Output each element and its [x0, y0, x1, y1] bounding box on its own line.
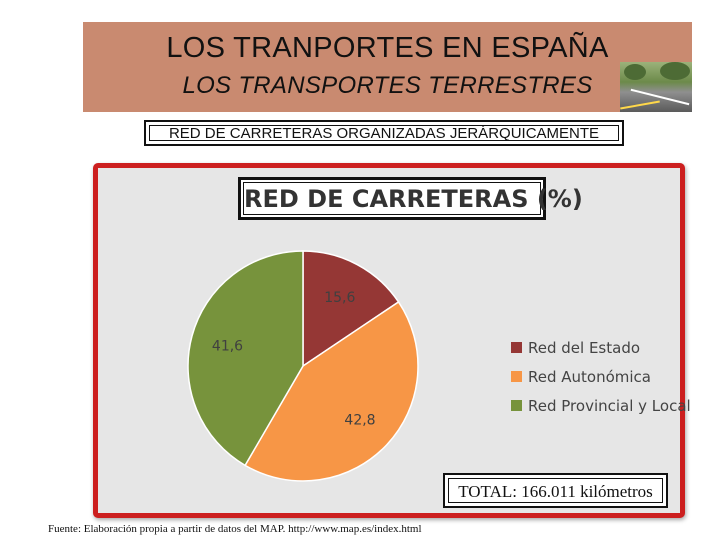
legend-swatch: [511, 371, 522, 382]
photo-tree: [660, 62, 690, 80]
page-subtitle: LOS TRANSPORTES TERRESTRES: [182, 72, 593, 99]
chart-frame: RED DE CARRETERAS (%) 15,6 42,8 41,6 Red d…: [93, 163, 691, 518]
legend-label: Red Provincial y Local: [528, 396, 691, 415]
pie-data-label: 41,6: [212, 339, 243, 355]
legend-label: Red Autonómica: [528, 367, 651, 386]
page-title: LOS TRANPORTES EN ESPAÑA: [166, 32, 609, 64]
chart-title-box: RED DE CARRETERAS (%): [238, 177, 583, 220]
total-text: TOTAL: 166.011 kilómetros: [448, 478, 663, 503]
pie-data-label: 42,8: [344, 413, 375, 429]
photo-tree: [624, 64, 646, 80]
caption-box: RED DE CARRETERAS ORGANIZADAS JERÁRQUICA…: [144, 120, 624, 146]
legend-swatch: [511, 342, 522, 353]
pie-chart: 15,6 42,8 41,6: [187, 250, 419, 482]
chart-legend: Red del Estado Red Autonómica Red Provinci…: [511, 333, 691, 420]
legend-item: Red Autonómica: [511, 362, 691, 391]
photo-sign: [620, 100, 660, 110]
pie-slice: [302, 250, 400, 368]
header-banner: LOS TRANPORTES EN ESPAÑA LOS TRANSPORTES…: [83, 22, 692, 112]
pie-slice: [187, 250, 304, 467]
photo-lane-line: [630, 88, 690, 106]
caption-text: RED DE CARRETERAS ORGANIZADAS JERÁRQUICA…: [149, 125, 619, 142]
total-box: TOTAL: 166.011 kilómetros: [443, 473, 668, 508]
chart-title: RED DE CARRETERAS (%): [243, 182, 583, 215]
source-footnote: Fuente: Elaboración propia a partir de d…: [48, 523, 422, 535]
legend-item: Red del Estado: [511, 333, 691, 362]
pie-data-label: 15,6: [324, 290, 355, 306]
legend-label: Red del Estado: [528, 338, 641, 357]
legend-swatch: [511, 400, 522, 411]
road-photo: [620, 62, 692, 112]
legend-item: Red Provincial y Local: [511, 391, 691, 420]
pie-slice: [244, 300, 419, 482]
